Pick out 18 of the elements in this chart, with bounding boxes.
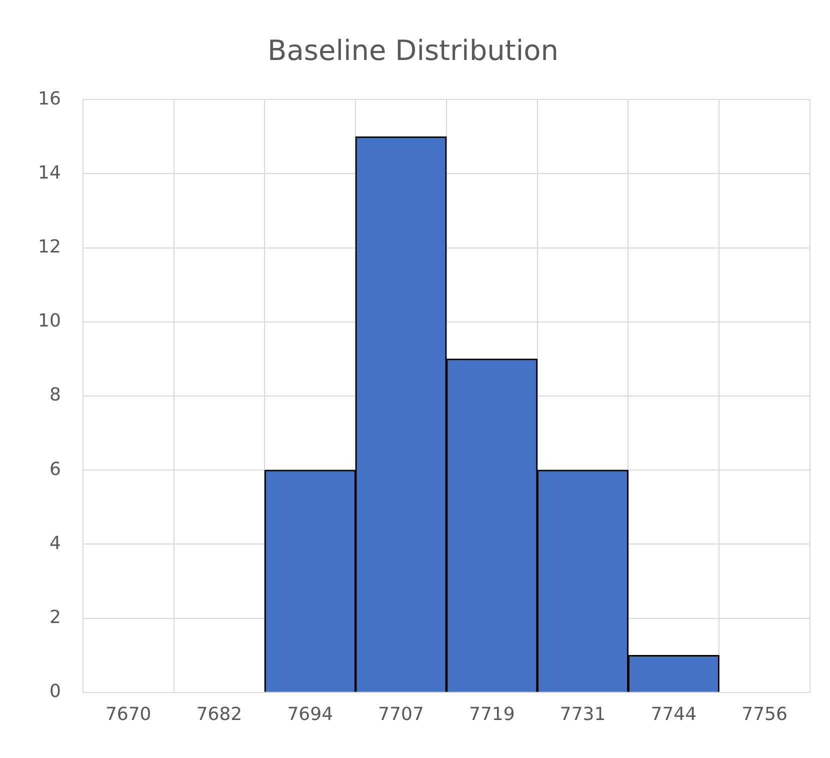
y-tick-label: 10: [38, 310, 61, 332]
y-tick-label: 4: [49, 532, 61, 554]
y-tick-label: 8: [49, 384, 61, 406]
x-tick-label: 7670: [105, 704, 152, 725]
x-tick-label: 7719: [468, 704, 515, 725]
y-tick-label: 16: [38, 88, 61, 110]
y-tick-label: 6: [49, 458, 61, 480]
y-tick-label: 2: [49, 606, 61, 628]
y-tick-label: 14: [38, 162, 61, 184]
x-tick-label: 7694: [287, 704, 334, 725]
x-tick-label: 7756: [742, 704, 788, 725]
chart-title: Baseline Distribution: [268, 34, 558, 68]
y-tick-label: 0: [49, 681, 61, 702]
y-tick-label: 12: [38, 236, 61, 258]
x-tick-label: 7731: [560, 704, 606, 725]
x-tick-label: 7682: [196, 704, 242, 725]
x-tick-label: 7707: [378, 704, 424, 725]
x-tick-label: 7744: [650, 704, 697, 725]
